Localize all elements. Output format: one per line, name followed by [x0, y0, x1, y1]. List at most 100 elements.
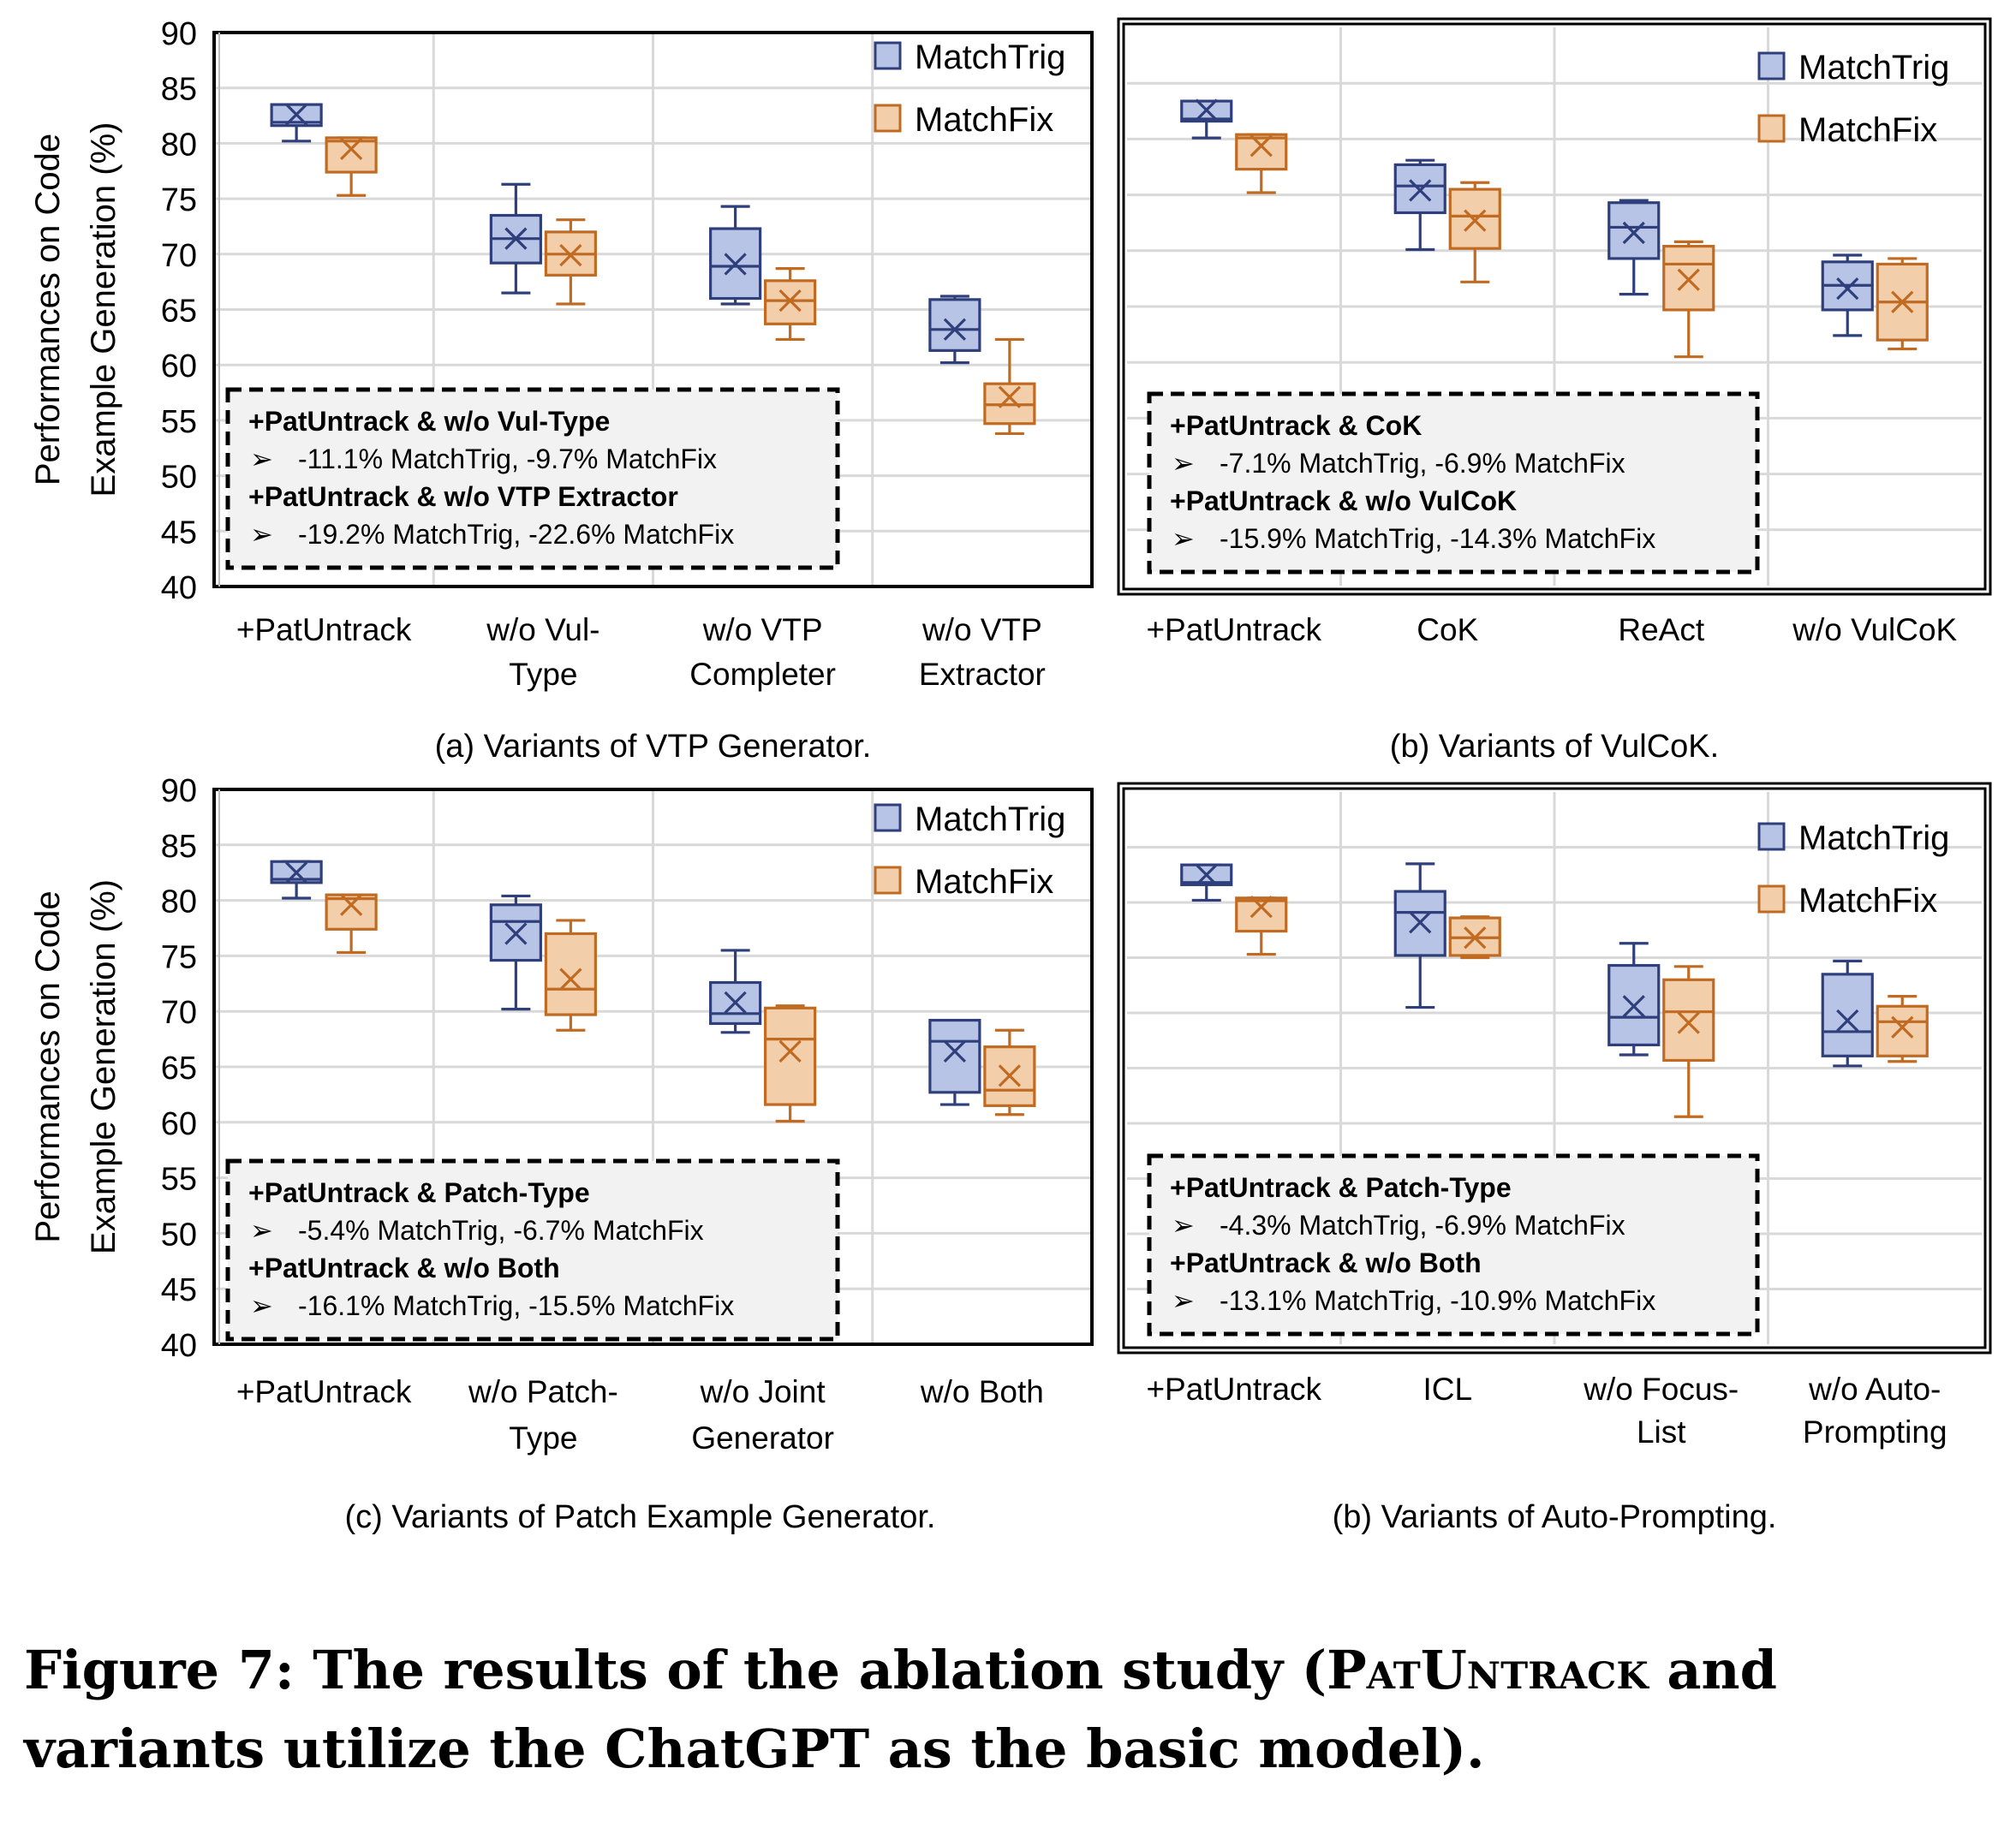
box-matchfix	[1235, 896, 1288, 956]
y-tick-label: 80	[161, 884, 197, 920]
mean-marker	[1464, 926, 1487, 950]
legend-swatch-matchfix	[874, 104, 902, 133]
annotation-title: +PatUntrack & w/o Both	[1170, 1247, 1482, 1278]
mean-marker	[998, 1064, 1022, 1087]
x-tick-label: ICL	[1423, 1372, 1472, 1407]
arrowhead-bullet-icon: ➢	[1172, 523, 1195, 554]
x-tick-label: Completer	[689, 657, 836, 692]
y-tick-label: 45	[161, 1272, 197, 1308]
box-iqr	[1235, 896, 1288, 933]
annotation-title: +PatUntrack & w/o VTP Extractor	[248, 481, 678, 512]
mean-marker	[778, 1039, 802, 1063]
x-tick-label: w/o VulCoK	[1792, 612, 1957, 647]
box-iqr	[764, 1006, 817, 1106]
legend-label: MatchTrig	[915, 801, 1065, 838]
mean-marker	[1677, 1011, 1700, 1034]
box-matchtrig	[928, 1018, 981, 1106]
legend-swatch-matchfix	[1757, 884, 1786, 914]
box-matchfix	[544, 218, 597, 306]
mean-marker	[1836, 277, 1859, 301]
mean-marker	[284, 103, 308, 126]
box-iqr	[325, 136, 378, 174]
mean-marker	[284, 861, 308, 884]
mean-marker	[1195, 98, 1218, 122]
box-iqr	[1662, 978, 1715, 1063]
plot-border-outer	[1117, 782, 1992, 1355]
annotation-detail: -13.1% MatchTrig, -10.9% MatchFix	[1220, 1285, 1655, 1316]
box-matchfix	[1448, 915, 1501, 960]
box-matchfix	[764, 1004, 817, 1123]
x-tick-label: +PatUntrack	[1146, 1372, 1321, 1407]
box-matchtrig	[1180, 863, 1233, 902]
annotation-detail: -7.1% MatchTrig, -6.9% MatchFix	[1220, 448, 1625, 479]
box-matchtrig	[270, 860, 323, 900]
y-axis-label: Performances on Code	[29, 890, 67, 1242]
x-tick-label: Type	[509, 657, 577, 692]
y-tick-label: 55	[161, 1162, 197, 1198]
box-matchtrig	[709, 205, 762, 306]
annotation-detail: -19.2% MatchTrig, -22.6% MatchFix	[298, 519, 734, 550]
arrowhead-bullet-icon: ➢	[250, 519, 273, 550]
y-axis-label: Example Generation (%)	[85, 122, 122, 497]
y-tick-label: 75	[161, 939, 197, 975]
arrowhead-bullet-icon: ➢	[1172, 1210, 1195, 1241]
annotation-title: +PatUntrack & CoK	[1170, 410, 1422, 441]
chart-panel-b: +PatUntrack CoK ReAct w/o VulCoK MatchTrig Ma…	[1117, 17, 1992, 765]
y-tick-label: 85	[161, 72, 197, 108]
legend-swatch-matchtrig	[874, 41, 902, 70]
x-tick-label: w/o Both	[920, 1374, 1044, 1409]
subfigure-caption: (c) Variants of Patch Example Generator.	[345, 1499, 936, 1535]
chart-panel-c: 40 45 50 55 60 65 70 75 80 85 90 Performances on Co…	[29, 773, 1094, 1535]
mean-marker	[1250, 896, 1273, 919]
y-axis-label: Example Generation (%)	[85, 879, 122, 1254]
arrowhead-bullet-icon: ➢	[1172, 448, 1195, 479]
mean-marker	[1250, 134, 1273, 158]
box-iqr	[1607, 201, 1661, 260]
y-tick-label: 65	[161, 294, 197, 330]
box-iqr	[544, 932, 597, 1016]
arrowhead-bullet-icon: ➢	[250, 444, 273, 474]
annotation-box	[1147, 391, 1760, 575]
subfigure-caption: (b) Variants of Auto-Prompting.	[1333, 1499, 1777, 1535]
chart-panel-d: +PatUntrack ICL w/o Focus- List w/o Auto- Pro…	[1117, 782, 1992, 1535]
box-iqr	[928, 298, 981, 352]
box-iqr	[325, 893, 378, 931]
y-tick-label: 50	[161, 1217, 197, 1253]
legend-swatch-matchtrig	[874, 803, 902, 832]
box-matchtrig	[1607, 199, 1661, 296]
mean-marker	[339, 137, 363, 161]
mean-marker	[1622, 995, 1645, 1018]
x-tick-label: w/o Focus-	[1583, 1372, 1739, 1407]
legend-label: MatchFix	[1798, 111, 1937, 149]
y-tick-label: 40	[161, 1328, 197, 1364]
mean-marker	[943, 1039, 967, 1063]
mean-marker	[778, 289, 802, 313]
annotation-detail: -16.1% MatchTrig, -15.5% MatchFix	[298, 1290, 734, 1321]
box-matchtrig	[928, 295, 981, 365]
annotation-detail: -5.4% MatchTrig, -6.7% MatchFix	[298, 1215, 704, 1246]
y-tick-label: 80	[161, 127, 197, 163]
mean-marker	[504, 227, 528, 250]
x-tick-label: w/o VTP	[702, 612, 823, 647]
y-tick-label: 65	[161, 1051, 197, 1087]
y-tick-label: 45	[161, 515, 197, 551]
box-matchfix	[1876, 257, 1929, 351]
box-matchtrig	[709, 949, 762, 1034]
box-matchfix	[764, 267, 817, 342]
legend-label: MatchFix	[915, 863, 1053, 901]
annotation-detail: -15.9% MatchTrig, -14.3% MatchFix	[1220, 523, 1655, 554]
annotation-title: +PatUntrack & w/o Both	[248, 1253, 560, 1283]
x-tick-label: w/o VTP	[922, 612, 1042, 647]
box-matchfix	[1662, 240, 1715, 359]
x-tick-label: w/o Joint	[700, 1374, 826, 1409]
legend-label: MatchTrig	[1798, 819, 1949, 857]
figure-caption-suffix: and variants utilize the ChatGPT as the …	[24, 1639, 1777, 1780]
box-iqr	[928, 1018, 981, 1094]
y-tick-label: 90	[161, 773, 197, 809]
mean-marker	[1464, 209, 1487, 232]
x-tick-label: +PatUntrack	[236, 612, 412, 647]
x-tick-label: Extractor	[919, 657, 1046, 692]
y-axis-label: Performances on Code	[29, 134, 67, 485]
mean-marker	[998, 385, 1022, 408]
x-tick-label: Type	[509, 1420, 577, 1456]
